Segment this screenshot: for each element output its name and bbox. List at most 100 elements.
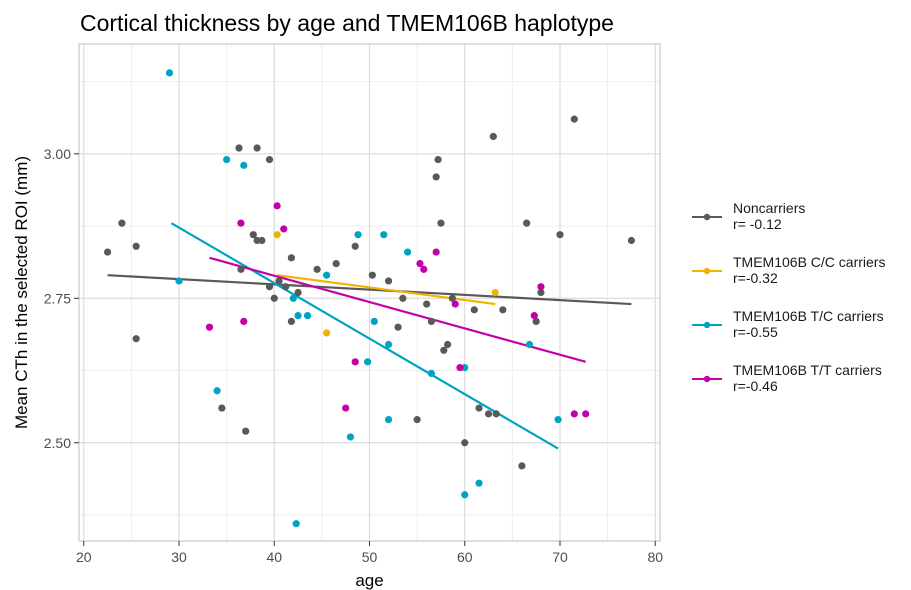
fit-line-series-1 xyxy=(276,274,496,306)
data-point-series-0 xyxy=(265,155,274,164)
data-point-series-0 xyxy=(242,427,250,435)
data-point-series-0 xyxy=(434,155,442,164)
data-point-series-3 xyxy=(237,219,245,227)
data-point-series-2 xyxy=(525,340,534,349)
data-point-series-2 xyxy=(384,340,393,349)
major-gridlines xyxy=(79,44,660,541)
data-point-series-3 xyxy=(280,225,288,233)
data-point-series-2 xyxy=(213,387,221,395)
fit-lines xyxy=(107,222,632,450)
y-tick-label: 3.00 xyxy=(44,146,71,162)
data-point-series-0 xyxy=(287,317,295,325)
legend-stat: r=-0.55 xyxy=(733,324,778,340)
data-point-series-0 xyxy=(399,294,407,302)
y-tick-label: 2.50 xyxy=(44,435,71,451)
data-point-series-0 xyxy=(427,317,436,325)
data-point-series-0 xyxy=(448,294,456,302)
data-point-series-2 xyxy=(292,520,300,528)
data-point-series-3 xyxy=(530,312,538,320)
data-point-series-2 xyxy=(380,231,388,239)
data-point-series-0 xyxy=(294,288,302,297)
data-point-series-0 xyxy=(282,283,290,291)
data-point-series-0 xyxy=(423,300,431,308)
fit-line-series-3 xyxy=(209,256,587,363)
data-point-series-2 xyxy=(475,479,483,487)
data-point-series-3 xyxy=(570,410,578,418)
data-point-series-0 xyxy=(265,283,274,291)
data-point-series-2 xyxy=(294,312,302,320)
data-point-series-0 xyxy=(332,260,340,268)
x-tick-label: 40 xyxy=(266,549,282,565)
x-tick-label: 30 xyxy=(171,549,187,565)
legend-key-tc-carriers xyxy=(692,321,722,329)
data-point-series-0 xyxy=(258,236,266,245)
data-point-series-0 xyxy=(237,265,245,273)
data-point-series-0 xyxy=(368,271,376,279)
legend-label: Noncarriers xyxy=(733,200,806,216)
data-point-series-3 xyxy=(342,404,350,412)
x-tick-label: 50 xyxy=(362,549,378,565)
y-tick-label: 2.75 xyxy=(44,290,71,306)
data-point-series-3 xyxy=(240,317,248,325)
data-point-series-0 xyxy=(518,462,526,470)
data-point-series-0 xyxy=(437,219,445,227)
data-point-series-3 xyxy=(537,283,545,291)
data-point-series-0 xyxy=(475,404,483,412)
data-point-series-0 xyxy=(132,335,140,343)
data-point-series-2 xyxy=(370,317,378,325)
data-point-series-0 xyxy=(253,144,261,152)
data-points xyxy=(103,69,636,528)
data-point-series-2 xyxy=(289,294,297,302)
data-point-series-0 xyxy=(537,288,545,297)
data-point-series-0 xyxy=(287,254,295,262)
data-point-series-1 xyxy=(323,329,331,337)
data-point-series-0 xyxy=(470,306,478,314)
data-point-series-3 xyxy=(420,265,428,273)
data-point-series-3 xyxy=(205,323,214,331)
data-point-series-2 xyxy=(554,416,562,424)
data-point-series-0 xyxy=(270,294,278,302)
data-point-series-0 xyxy=(499,306,507,314)
data-point-series-0 xyxy=(394,323,402,331)
legend-key-noncarriers xyxy=(692,213,722,221)
data-point-series-0 xyxy=(492,410,500,418)
legend-key-tt-carriers xyxy=(692,375,722,383)
data-point-series-0 xyxy=(556,231,564,239)
data-point-series-0 xyxy=(440,346,448,354)
data-point-series-3 xyxy=(451,300,459,308)
data-point-series-0 xyxy=(218,404,226,412)
fit-line-series-2 xyxy=(170,222,559,450)
data-point-series-0 xyxy=(103,248,112,256)
data-point-series-3 xyxy=(456,364,464,372)
data-point-series-2 xyxy=(384,416,393,424)
data-point-series-0 xyxy=(432,173,440,181)
data-point-series-0 xyxy=(351,242,359,250)
data-point-series-0 xyxy=(627,236,636,245)
data-point-series-2 xyxy=(323,271,331,279)
x-tick-label: 20 xyxy=(76,549,92,565)
data-point-series-3 xyxy=(273,202,281,210)
legend-label: TMEM106B C/C carriers xyxy=(733,254,886,270)
data-point-series-2 xyxy=(165,69,174,77)
legend-label: TMEM106B T/T carriers xyxy=(733,362,882,378)
data-point-series-3 xyxy=(416,260,424,268)
data-point-series-0 xyxy=(484,410,493,418)
fit-line-series-0 xyxy=(107,274,632,306)
data-point-series-2 xyxy=(240,161,248,169)
data-point-series-3 xyxy=(582,410,590,418)
data-point-series-3 xyxy=(432,248,440,256)
data-point-series-2 xyxy=(461,491,469,499)
x-tick-label: 80 xyxy=(647,549,663,565)
data-point-series-2 xyxy=(303,312,312,320)
y-axis-label: Mean CTh in the selected ROI (mm) xyxy=(12,156,31,429)
data-point-series-1 xyxy=(491,288,499,297)
data-point-series-0 xyxy=(444,340,452,349)
data-point-series-0 xyxy=(523,219,531,227)
axes: 20 30 40 50 60 70 80 2.50 2.75 3.00 age Mean CTh in… xyxy=(12,43,663,590)
data-point-series-2 xyxy=(427,369,436,378)
data-point-series-0 xyxy=(384,277,393,285)
data-point-series-0 xyxy=(118,219,126,227)
legend-stat: r=-0.32 xyxy=(733,270,778,286)
x-axis-label: age xyxy=(355,571,383,590)
legend-stat: r=-0.46 xyxy=(733,378,778,394)
